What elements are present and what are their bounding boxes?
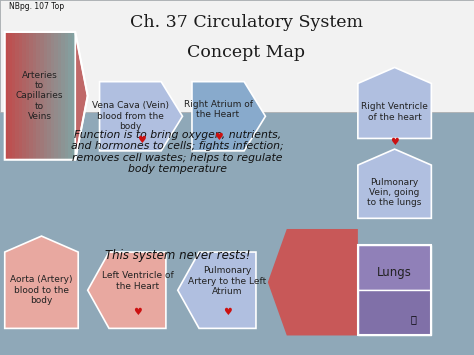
Bar bbox=[72, 32, 76, 160]
Text: Pulmonary
Vein, going
to the lungs: Pulmonary Vein, going to the lungs bbox=[367, 178, 422, 207]
Bar bbox=[12, 32, 16, 160]
Text: ♥: ♥ bbox=[137, 136, 146, 146]
Polygon shape bbox=[358, 149, 431, 218]
Bar bbox=[358, 245, 431, 290]
Text: Arteries
to
Capillaries
to
Veins: Arteries to Capillaries to Veins bbox=[16, 71, 64, 121]
Bar bbox=[64, 32, 69, 160]
Text: Concept Map: Concept Map bbox=[188, 44, 305, 61]
Bar bbox=[26, 32, 30, 160]
Bar bbox=[22, 32, 27, 160]
Text: ♥: ♥ bbox=[214, 132, 222, 142]
Bar bbox=[358, 245, 431, 335]
Bar bbox=[8, 32, 12, 160]
Text: Lungs: Lungs bbox=[377, 266, 412, 279]
Bar bbox=[0, 0, 474, 112]
Bar bbox=[358, 290, 431, 335]
Bar bbox=[68, 32, 72, 160]
Bar bbox=[51, 32, 55, 160]
Bar bbox=[47, 32, 51, 160]
Bar bbox=[40, 32, 44, 160]
Text: This system never rests!: This system never rests! bbox=[105, 248, 250, 262]
Polygon shape bbox=[178, 252, 256, 328]
Bar bbox=[54, 32, 58, 160]
Polygon shape bbox=[358, 67, 431, 138]
Text: ♥: ♥ bbox=[133, 307, 142, 317]
Bar bbox=[15, 32, 19, 160]
Bar bbox=[29, 32, 33, 160]
Text: Ch. 37 Circulatory System: Ch. 37 Circulatory System bbox=[130, 14, 363, 31]
Text: ♥: ♥ bbox=[223, 307, 232, 317]
Text: ♥: ♥ bbox=[390, 137, 399, 147]
Text: Right Atrium of
the Heart: Right Atrium of the Heart bbox=[183, 100, 253, 119]
Polygon shape bbox=[88, 252, 166, 328]
Bar bbox=[58, 32, 62, 160]
Bar bbox=[5, 32, 9, 160]
Text: Function is to bring oxygen, nutrients,
and hormones to cells; fights infection;: Function is to bring oxygen, nutrients, … bbox=[72, 130, 284, 174]
Bar bbox=[33, 32, 37, 160]
Polygon shape bbox=[268, 229, 358, 335]
Polygon shape bbox=[5, 236, 78, 328]
Text: NBpg. 107 Top: NBpg. 107 Top bbox=[9, 2, 64, 11]
Text: Vena Cava (Vein)
blood from the
body: Vena Cava (Vein) blood from the body bbox=[92, 102, 169, 131]
Text: Left Ventricle of
the Heart: Left Ventricle of the Heart bbox=[101, 271, 173, 291]
Polygon shape bbox=[75, 32, 88, 160]
Text: 🫁: 🫁 bbox=[410, 314, 416, 324]
Bar bbox=[19, 32, 23, 160]
Polygon shape bbox=[192, 82, 265, 151]
Polygon shape bbox=[100, 82, 182, 151]
Text: Aorta (Artery)
blood to the
body: Aorta (Artery) blood to the body bbox=[10, 275, 73, 305]
Text: Pulmonary
Artery to the Left
Atrium: Pulmonary Artery to the Left Atrium bbox=[188, 266, 267, 296]
Text: Right Ventricle
of the heart: Right Ventricle of the heart bbox=[361, 102, 428, 121]
Bar bbox=[36, 32, 40, 160]
Bar bbox=[61, 32, 65, 160]
Bar bbox=[44, 32, 47, 160]
